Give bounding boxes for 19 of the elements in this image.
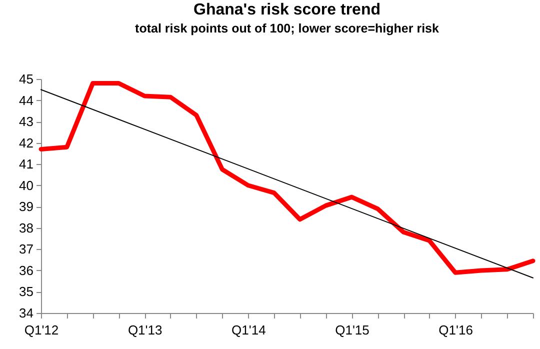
chart-title: Ghana's risk score trend: [194, 2, 380, 18]
y-tick-label: 41: [19, 156, 34, 172]
y-tick-label: 40: [19, 178, 34, 193]
y-tick-label: 36: [19, 262, 34, 278]
x-tick-label: Q1'14: [232, 322, 266, 338]
y-tick-label: 34: [19, 306, 34, 320]
chart-subtitle: total risk points out of 100; lower score=higher risk: [135, 22, 439, 36]
x-tick-label: Q1'13: [128, 322, 162, 338]
y-tick-label: 43: [19, 114, 34, 130]
x-tick-label: Q1'15: [335, 322, 370, 338]
y-tick-label: 39: [19, 199, 34, 214]
y-tick-label: 44: [19, 92, 34, 108]
y-tick-label: 35: [19, 284, 34, 300]
y-tick-label: 42: [19, 135, 34, 150]
y-tick-label: 45: [19, 72, 34, 86]
x-tick-label: Q1'12: [24, 322, 59, 338]
y-tick-label: 37: [19, 242, 34, 257]
y-tick-label: 38: [19, 220, 34, 236]
x-tick-label: Q1'16: [438, 322, 473, 338]
